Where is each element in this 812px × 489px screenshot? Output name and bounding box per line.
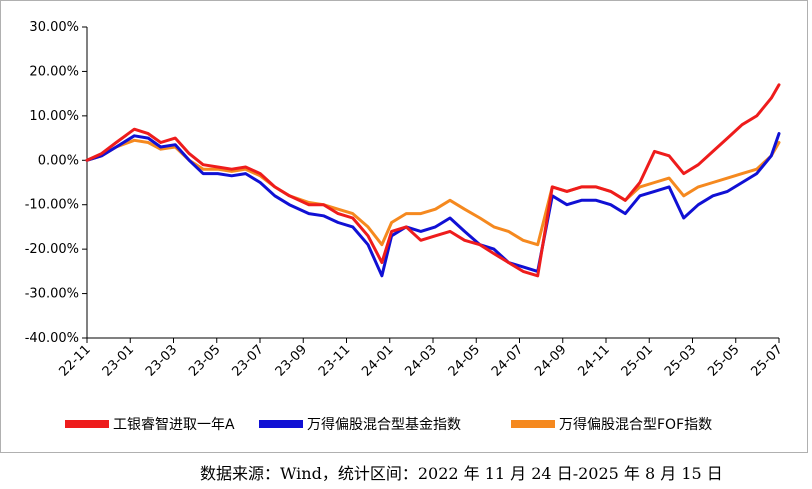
x-tick-label: 23-11 bbox=[316, 342, 353, 379]
y-tick-label: 30.00% bbox=[29, 20, 79, 35]
y-tick-label: -30.00% bbox=[25, 287, 79, 302]
x-tick-label: 24-07 bbox=[489, 342, 526, 379]
x-tick-label: 23-03 bbox=[143, 342, 180, 379]
x-tick-label: 23-01 bbox=[100, 342, 137, 379]
x-tick-label: 23-09 bbox=[273, 342, 310, 379]
series-line bbox=[85, 132, 781, 278]
x-tick-label: 25-07 bbox=[749, 342, 786, 379]
x-tick-label: 24-01 bbox=[359, 342, 396, 379]
x-tick-label: 25-01 bbox=[619, 342, 656, 379]
series-lines bbox=[85, 83, 781, 278]
legend-label: 工银睿智进取一年A bbox=[113, 417, 235, 433]
x-tick-label: 24-03 bbox=[403, 342, 440, 379]
legend-label: 万得偏股混合型FOF指数 bbox=[559, 416, 712, 433]
x-tick-label: 24-05 bbox=[446, 342, 483, 379]
y-tick-label: -40.00% bbox=[25, 331, 79, 346]
legend-label: 万得偏股混合型基金指数 bbox=[307, 416, 461, 433]
x-tick-label: 22-11 bbox=[57, 342, 94, 379]
y-tick-label: -10.00% bbox=[25, 198, 79, 213]
x-tick-label: 24-09 bbox=[532, 342, 569, 379]
chart-frame: 30.00% 20.00% 10.00% 0.00% -10.00% -20.00% -30… bbox=[0, 0, 808, 453]
x-tick-label: 25-03 bbox=[662, 342, 699, 379]
x-tick-label: 23-07 bbox=[230, 342, 267, 379]
legend: 工银睿智进取一年A 万得偏股混合型基金指数 万得偏股混合型FOF指数 bbox=[65, 416, 712, 433]
y-tick-label: -20.00% bbox=[25, 242, 79, 257]
series-line bbox=[85, 83, 781, 278]
x-axis: 22-11 23-01 23-03 23-05 23-07 23-09 23-11 24-01… bbox=[57, 337, 786, 380]
x-tick-label: 25-05 bbox=[705, 342, 742, 379]
x-tick-label: 24-11 bbox=[576, 342, 613, 379]
series-line bbox=[85, 138, 781, 247]
y-tick-label: 0.00% bbox=[38, 153, 79, 168]
data-source-note: 数据来源：Wind，统计区间：2022 年 11 月 24 日-2025 年 8… bbox=[200, 464, 723, 483]
y-tick-label: 20.00% bbox=[29, 64, 79, 79]
y-tick-label: 10.00% bbox=[29, 109, 79, 124]
x-tick-label: 23-05 bbox=[186, 342, 223, 379]
line-chart: 30.00% 20.00% 10.00% 0.00% -10.00% -20.00% -30… bbox=[25, 20, 786, 433]
y-axis: 30.00% 20.00% 10.00% 0.00% -10.00% -20.00% -30… bbox=[25, 20, 88, 346]
